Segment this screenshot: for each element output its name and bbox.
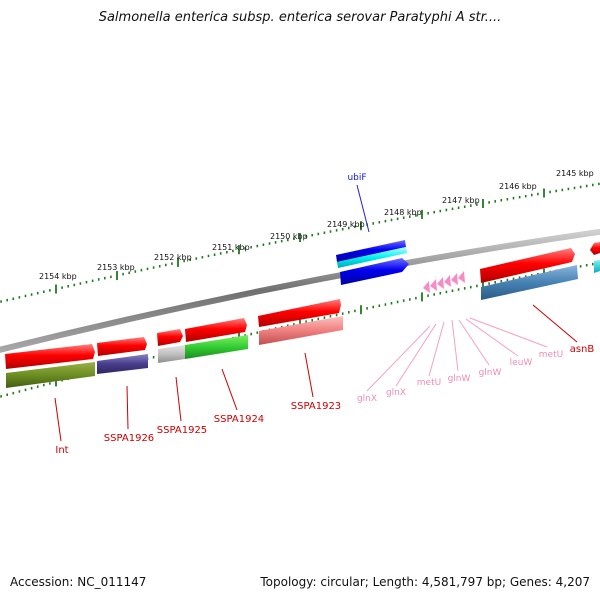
- kbp-label-2150: 2150 kbp: [270, 232, 308, 241]
- metu2-leader-line: [469, 317, 548, 348]
- genome-summary-text: Topology: circular; Length: 4,581,797 bp…: [260, 575, 590, 589]
- kbp-label-2149: 2149 kbp: [327, 220, 365, 229]
- glnw2-leader-line: [458, 319, 490, 366]
- kbp-label-2151: 2151 kbp: [212, 243, 250, 252]
- track-sspa1926-purple: [97, 354, 148, 374]
- kbp-label-2146: 2146 kbp: [499, 182, 537, 191]
- upper-scale-ticks: [0, 182, 600, 303]
- gene-label-asnb: asnB: [570, 344, 595, 355]
- ubif-leader-line: [356, 184, 370, 233]
- leuw-leader-line: [465, 318, 519, 357]
- kbp-label-2153: 2153 kbp: [97, 263, 135, 272]
- kbp-label-2147: 2147 kbp: [442, 196, 480, 205]
- gene-label-sspa1926: SSPA1926: [104, 433, 154, 444]
- glnx2-leader-line: [395, 323, 437, 387]
- int-leader-line: [54, 397, 62, 442]
- gene-sspa1923-red[interactable]: [258, 299, 341, 327]
- kbp-label-2154: 2154 kbp: [39, 272, 77, 281]
- map-title: Salmonella enterica subsp. enterica sero…: [98, 10, 502, 25]
- track-sspa1924-green: [185, 335, 248, 359]
- accession-text: Accession: NC_011147: [10, 575, 147, 589]
- track-int-olive: [6, 362, 95, 388]
- glnw1-leader-line: [451, 319, 459, 372]
- gene-sspa1924-red[interactable]: [185, 318, 247, 342]
- sspa1926-leader-line: [126, 385, 129, 430]
- kbp-label-2145: 2145 kbp: [556, 169, 594, 178]
- track-sspa1925-gray: [158, 345, 185, 363]
- gene-fragment-right-teal: [594, 260, 600, 273]
- gene-label-ubif: ubiF: [347, 173, 366, 183]
- gene-label-sspa1925: SSPA1925: [157, 425, 207, 436]
- gene-label-glnx-2: glnX: [386, 388, 406, 398]
- asnb-leader-line: [532, 304, 578, 343]
- glnx1-leader-line: [366, 325, 431, 392]
- gene-asnb-red[interactable]: [480, 248, 575, 283]
- gene-sspa1925-red[interactable]: [157, 329, 183, 346]
- track-asnb-steel: [481, 265, 578, 300]
- genome-backbone: [0, 228, 600, 353]
- gene-fragment-right-red: [590, 242, 600, 255]
- gene-label-glnw-1: glnW: [448, 374, 471, 384]
- gene-label-leuw: leuW: [510, 358, 533, 368]
- gene-sspa1926-red[interactable]: [97, 337, 147, 356]
- gene-label-metu-2: metU: [539, 350, 563, 360]
- sspa1924-leader-line: [221, 368, 238, 411]
- gene-label-int: Int: [55, 445, 68, 456]
- trna-cluster-markers: [423, 271, 465, 293]
- gene-label-glnx-1: glnX: [357, 394, 377, 404]
- track-sspa1923-pink: [259, 316, 343, 345]
- kbp-label-2148: 2148 kbp: [384, 208, 422, 217]
- gene-label-metu-1: metU: [417, 378, 441, 388]
- gene-ubif[interactable]: [336, 240, 409, 285]
- gene-label-sspa1923: SSPA1923: [291, 401, 341, 412]
- kbp-label-2152: 2152 kbp: [154, 253, 192, 262]
- gene-label-glnw-2: glnW: [479, 368, 502, 378]
- gene-int-red[interactable]: [5, 344, 95, 369]
- metu1-leader-line: [428, 321, 445, 377]
- gene-label-sspa1924: SSPA1924: [214, 414, 264, 425]
- sspa1925-leader-line: [175, 376, 182, 422]
- sspa1923-leader-line: [304, 352, 314, 398]
